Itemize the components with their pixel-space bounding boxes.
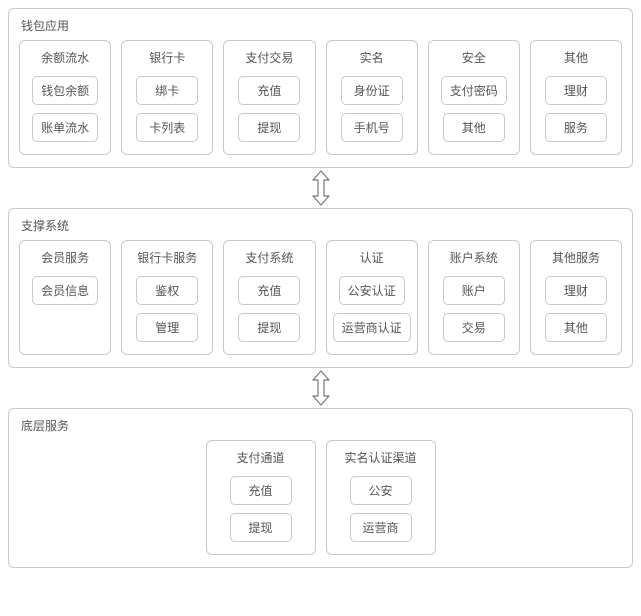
module-chip: 管理 (136, 313, 198, 342)
column-title: 账户系统 (450, 249, 498, 266)
double-arrow (8, 168, 633, 208)
module-chip: 提现 (230, 513, 292, 542)
column: 实名身份证手机号 (326, 40, 418, 155)
module-chip: 服务 (545, 113, 607, 142)
double-arrow-icon (309, 370, 333, 406)
layer-title: 钱包应用 (21, 17, 622, 34)
column: 支付系统充值提现 (223, 240, 315, 355)
module-chip: 会员信息 (32, 276, 98, 305)
column: 实名认证渠道公安运营商 (326, 440, 436, 555)
module-chip: 支付密码 (441, 76, 507, 105)
column-title: 支付通道 (236, 449, 284, 466)
column: 安全支付密码其他 (428, 40, 520, 155)
module-chip: 绑卡 (136, 76, 198, 105)
layer-base: 底层服务支付通道充值提现实名认证渠道公安运营商 (8, 408, 633, 568)
layer-row: 会员服务会员信息银行卡服务鉴权管理支付系统充值提现认证公安认证运营商认证账户系统… (19, 240, 622, 355)
module-chip: 鉴权 (136, 276, 198, 305)
column-title: 支付系统 (245, 249, 293, 266)
column: 会员服务会员信息 (19, 240, 111, 355)
layer-row: 支付通道充值提现实名认证渠道公安运营商 (19, 440, 622, 555)
module-chip: 充值 (230, 476, 292, 505)
layer-app: 钱包应用余额流水钱包余额账单流水银行卡绑卡卡列表支付交易充值提现实名身份证手机号… (8, 8, 633, 168)
column: 认证公安认证运营商认证 (326, 240, 418, 355)
column-title: 实名 (360, 49, 384, 66)
column: 支付通道充值提现 (206, 440, 316, 555)
module-chip: 其他 (545, 313, 607, 342)
column-title: 认证 (360, 249, 384, 266)
module-chip: 充值 (238, 276, 300, 305)
column-title: 会员服务 (41, 249, 89, 266)
module-chip: 提现 (238, 113, 300, 142)
column-title: 其他服务 (552, 249, 600, 266)
module-chip: 账户 (443, 276, 505, 305)
module-chip: 其他 (443, 113, 505, 142)
column-title: 支付交易 (245, 49, 293, 66)
module-chip: 交易 (443, 313, 505, 342)
column: 支付交易充值提现 (223, 40, 315, 155)
column-title: 银行卡 (149, 49, 185, 66)
column: 其他服务理财其他 (530, 240, 622, 355)
architecture-diagram: 钱包应用余额流水钱包余额账单流水银行卡绑卡卡列表支付交易充值提现实名身份证手机号… (8, 8, 633, 568)
layer-title: 底层服务 (21, 417, 622, 434)
column: 其他理财服务 (530, 40, 622, 155)
column-title: 安全 (462, 49, 486, 66)
module-chip: 公安 (350, 476, 412, 505)
module-chip: 运营商认证 (333, 313, 411, 342)
layer-title: 支撑系统 (21, 217, 622, 234)
layer-support: 支撑系统会员服务会员信息银行卡服务鉴权管理支付系统充值提现认证公安认证运营商认证… (8, 208, 633, 368)
module-chip: 卡列表 (136, 113, 198, 142)
double-arrow-icon (309, 170, 333, 206)
column-title: 实名认证渠道 (344, 449, 416, 466)
column-title: 余额流水 (41, 49, 89, 66)
column-title: 其他 (564, 49, 588, 66)
module-chip: 理财 (545, 276, 607, 305)
module-chip: 充值 (238, 76, 300, 105)
module-chip: 钱包余额 (32, 76, 98, 105)
module-chip: 手机号 (341, 113, 403, 142)
layer-row: 余额流水钱包余额账单流水银行卡绑卡卡列表支付交易充值提现实名身份证手机号安全支付… (19, 40, 622, 155)
module-chip: 提现 (238, 313, 300, 342)
column: 账户系统账户交易 (428, 240, 520, 355)
module-chip: 运营商 (350, 513, 412, 542)
column: 银行卡服务鉴权管理 (121, 240, 213, 355)
module-chip: 理财 (545, 76, 607, 105)
module-chip: 账单流水 (32, 113, 98, 142)
module-chip: 身份证 (341, 76, 403, 105)
column: 银行卡绑卡卡列表 (121, 40, 213, 155)
module-chip: 公安认证 (339, 276, 405, 305)
double-arrow (8, 368, 633, 408)
column: 余额流水钱包余额账单流水 (19, 40, 111, 155)
column-title: 银行卡服务 (137, 249, 197, 266)
